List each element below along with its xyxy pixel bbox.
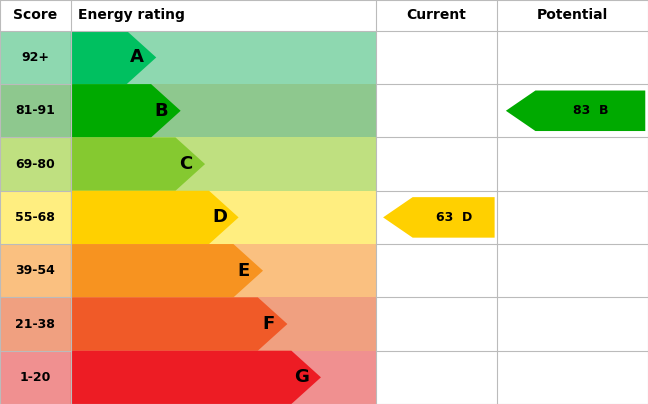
Text: 83  B: 83 B: [573, 104, 608, 117]
Text: 1-20: 1-20: [19, 371, 51, 384]
Bar: [0, 0, 648, 31]
Text: 63  D: 63 D: [435, 211, 472, 224]
Polygon shape: [506, 90, 645, 131]
Polygon shape: [383, 197, 494, 238]
Polygon shape: [71, 244, 263, 297]
Bar: [0, 191, 71, 244]
Text: F: F: [262, 315, 274, 333]
Bar: [71, 297, 376, 351]
Text: 92+: 92+: [21, 51, 49, 64]
Text: C: C: [179, 155, 192, 173]
Polygon shape: [71, 137, 205, 191]
Polygon shape: [71, 84, 181, 137]
Polygon shape: [71, 297, 288, 351]
Bar: [0, 137, 71, 191]
Bar: [0, 297, 71, 351]
Text: G: G: [294, 368, 309, 386]
Text: 21-38: 21-38: [16, 318, 55, 330]
Text: 69-80: 69-80: [16, 158, 55, 170]
Polygon shape: [71, 351, 321, 404]
Polygon shape: [71, 31, 156, 84]
Text: Potential: Potential: [537, 8, 608, 22]
Text: Energy rating: Energy rating: [78, 8, 185, 22]
Bar: [71, 351, 376, 404]
Text: Score: Score: [14, 8, 58, 22]
Text: A: A: [130, 48, 144, 67]
Text: 55-68: 55-68: [16, 211, 55, 224]
Bar: [0, 244, 71, 297]
Text: Current: Current: [406, 8, 467, 22]
Bar: [71, 191, 376, 244]
Bar: [71, 137, 376, 191]
Bar: [71, 31, 376, 84]
Bar: [0, 84, 71, 137]
Text: B: B: [155, 102, 168, 120]
Bar: [71, 244, 376, 297]
Bar: [0, 351, 71, 404]
Bar: [71, 84, 376, 137]
Polygon shape: [71, 191, 238, 244]
Text: 81-91: 81-91: [16, 104, 55, 117]
Text: D: D: [212, 208, 227, 226]
Bar: [0, 31, 71, 84]
Text: 39-54: 39-54: [16, 264, 55, 277]
Text: E: E: [238, 262, 250, 280]
